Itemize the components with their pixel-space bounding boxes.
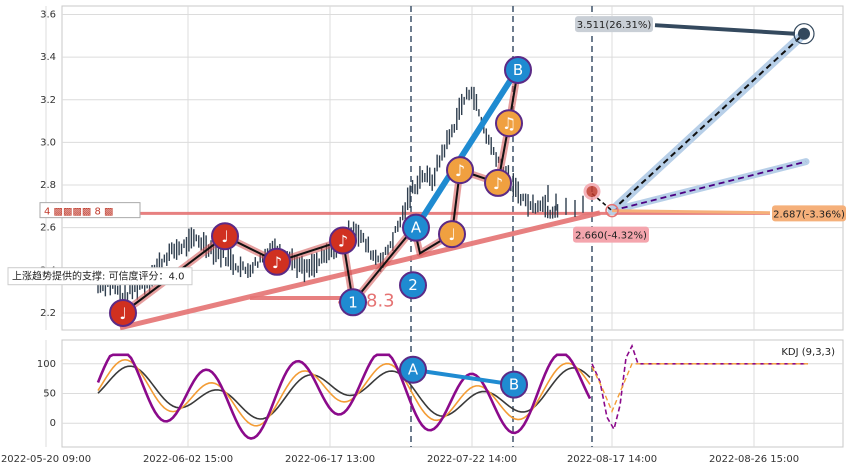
legend-box — [39, 202, 141, 219]
point-b — [504, 55, 532, 84]
kdj-y-tick-label: 100 — [37, 359, 56, 370]
projection-label-2: 2.660(-4.32%) — [575, 231, 647, 242]
kdj-point-b-label: B — [509, 376, 519, 394]
x-tick-label: 2022-08-26 15:00 — [709, 454, 799, 465]
point-1-label: 1 — [348, 293, 358, 311]
pivot-dot — [583, 182, 601, 200]
note-marker — [263, 247, 291, 276]
kdj-point-a — [399, 355, 427, 384]
kdj-forecast-k — [591, 363, 808, 414]
point-1 — [339, 288, 367, 317]
note-marker-label: ♩ — [448, 225, 456, 244]
note-marker-label: ♪ — [455, 161, 465, 180]
note-marker — [109, 298, 137, 327]
pivot-ring — [605, 203, 619, 218]
note-marker — [211, 222, 239, 251]
note-marker-label: ♪ — [338, 231, 348, 250]
point-2-label: 2 — [408, 276, 418, 294]
x-tick-label: 2022-07-22 14:00 — [427, 454, 517, 465]
y-tick-label: 3.6 — [40, 10, 56, 21]
projection-label-1: 2.687(-3.36%) — [773, 209, 845, 220]
support-trendline — [119, 210, 601, 331]
y-tick-label: 2.6 — [40, 223, 56, 234]
note-marker — [446, 156, 474, 185]
support-box — [8, 267, 192, 285]
orange-label-box — [772, 205, 846, 222]
note-marker — [484, 168, 512, 197]
projection-dashed-2 — [611, 160, 807, 212]
kdj-y-tick-label: 0 — [50, 418, 56, 429]
y-tick-label: 3.0 — [40, 137, 56, 148]
kdj-j-line — [96, 353, 592, 440]
note-marker-label: ♪ — [493, 174, 503, 193]
projection-dashed — [611, 32, 805, 212]
note-marker — [438, 220, 466, 249]
y-tick-label: 3.2 — [40, 95, 56, 106]
kdj-divergence — [412, 367, 515, 387]
support-text: 上涨趋势提供的支撑: 可信度评分：4.0 — [12, 270, 184, 283]
note-marker-label: ♩ — [119, 304, 127, 323]
top-label: 3.511(26.31%) — [577, 20, 652, 31]
x-tick-label: 2022-06-02 15:00 — [143, 454, 233, 465]
x-tick-label: 2022-08-17 14:00 — [567, 454, 657, 465]
note-marker — [495, 109, 523, 138]
orange-arrow — [611, 209, 771, 215]
target-dot — [798, 27, 810, 40]
legend-fragment: 4 ▩▩▩▩ 8 ▩ — [44, 207, 114, 218]
x-tick-label: 2022-05-20 09:00 — [1, 454, 91, 465]
kdj-title: KDJ (9,3,3) — [781, 347, 835, 358]
target-ring — [793, 23, 815, 45]
kdj-point-a-label: A — [408, 361, 419, 379]
point-2 — [399, 271, 427, 300]
note-marker-label: ♩ — [221, 227, 229, 246]
kdj-y-tick-label: 50 — [43, 389, 56, 400]
top-arrow — [654, 23, 796, 36]
note-marker-label: ♪ — [272, 253, 282, 272]
blue-wave — [413, 68, 520, 230]
y-tick-label: 3.4 — [40, 52, 56, 63]
point-a-label: A — [411, 219, 422, 237]
point-b-label: B — [513, 61, 523, 79]
note-marker-label: ♫ — [502, 114, 516, 133]
x-tick-label: 2022-06-17 13:00 — [285, 454, 375, 465]
top-label-box — [575, 16, 653, 33]
support-box-border — [7, 267, 193, 286]
projection-link — [591, 192, 613, 212]
y-tick-label: 2.8 — [40, 180, 56, 191]
pink-label-box — [573, 226, 649, 243]
kdj-point-b — [500, 370, 528, 399]
y-tick-label: 2.2 — [40, 308, 56, 319]
note-marker — [329, 226, 357, 255]
point-a — [402, 213, 430, 242]
